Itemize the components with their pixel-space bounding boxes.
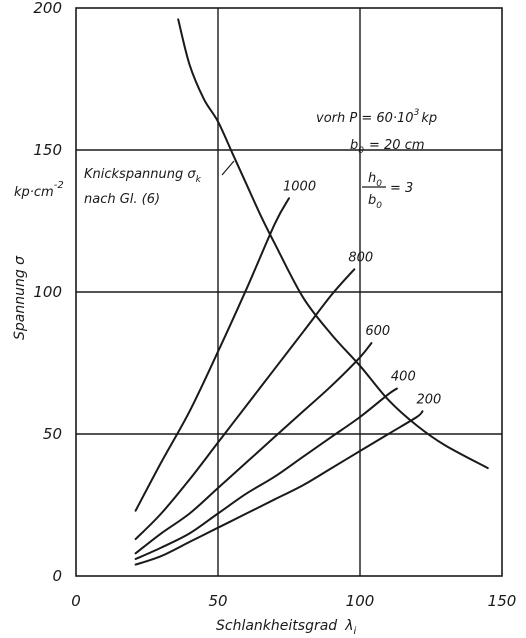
buckling-annotation-line2: nach Gl. (6) (84, 192, 160, 207)
buckling-annotation-leader (221, 160, 235, 176)
series-label-400: 400 (391, 370, 416, 385)
y-tick-label-100: 100 (33, 283, 62, 301)
buckling-annotation-line1: Knickspannung σk (84, 167, 202, 185)
y-unit-label: kp·cm-2 (14, 180, 64, 200)
y-tick-label-200: 200 (33, 0, 62, 17)
y-axis-label: Spannung σ (12, 255, 28, 340)
ratio-value: = 3 (390, 181, 413, 196)
y-tick-label-50: 50 (43, 425, 62, 443)
series-label-200: 200 (416, 392, 441, 407)
x-tick-label-0: 0 (71, 592, 81, 610)
y-tick-label-150: 150 (33, 141, 62, 159)
load-annotation: vorh P = 60·103 kp (316, 108, 437, 126)
series-line-1000 (134, 197, 290, 512)
series-line-800 (134, 268, 356, 541)
x-tick-label-150: 150 (488, 592, 517, 610)
series-line-400 (134, 387, 398, 560)
tick-labels: 0 50 100 150 0 50 100 150 200 (33, 0, 516, 610)
series-label-1000: 1000 (283, 179, 316, 194)
ratio-annotation: h0 b0 = 3 (362, 171, 413, 211)
x-tick-label-50: 50 (208, 592, 227, 610)
gridlines (76, 8, 502, 576)
ratio-numerator: h0 (368, 171, 382, 189)
x-tick-label-100: 100 (346, 592, 375, 610)
series-line-600 (134, 342, 373, 555)
plot-frame (75, 7, 503, 577)
y-tick-label-0: 0 (52, 567, 62, 585)
series-label-800: 800 (348, 250, 373, 265)
series-label-600: 600 (365, 324, 390, 339)
x-axis-label: Schlankheitsgrad λi (216, 618, 356, 637)
series-line-knickspannung (177, 18, 489, 470)
series-line-200 (134, 410, 424, 566)
b0-annotation: b0 = 20 cm (350, 138, 425, 156)
ratio-denominator: b0 (368, 193, 382, 211)
